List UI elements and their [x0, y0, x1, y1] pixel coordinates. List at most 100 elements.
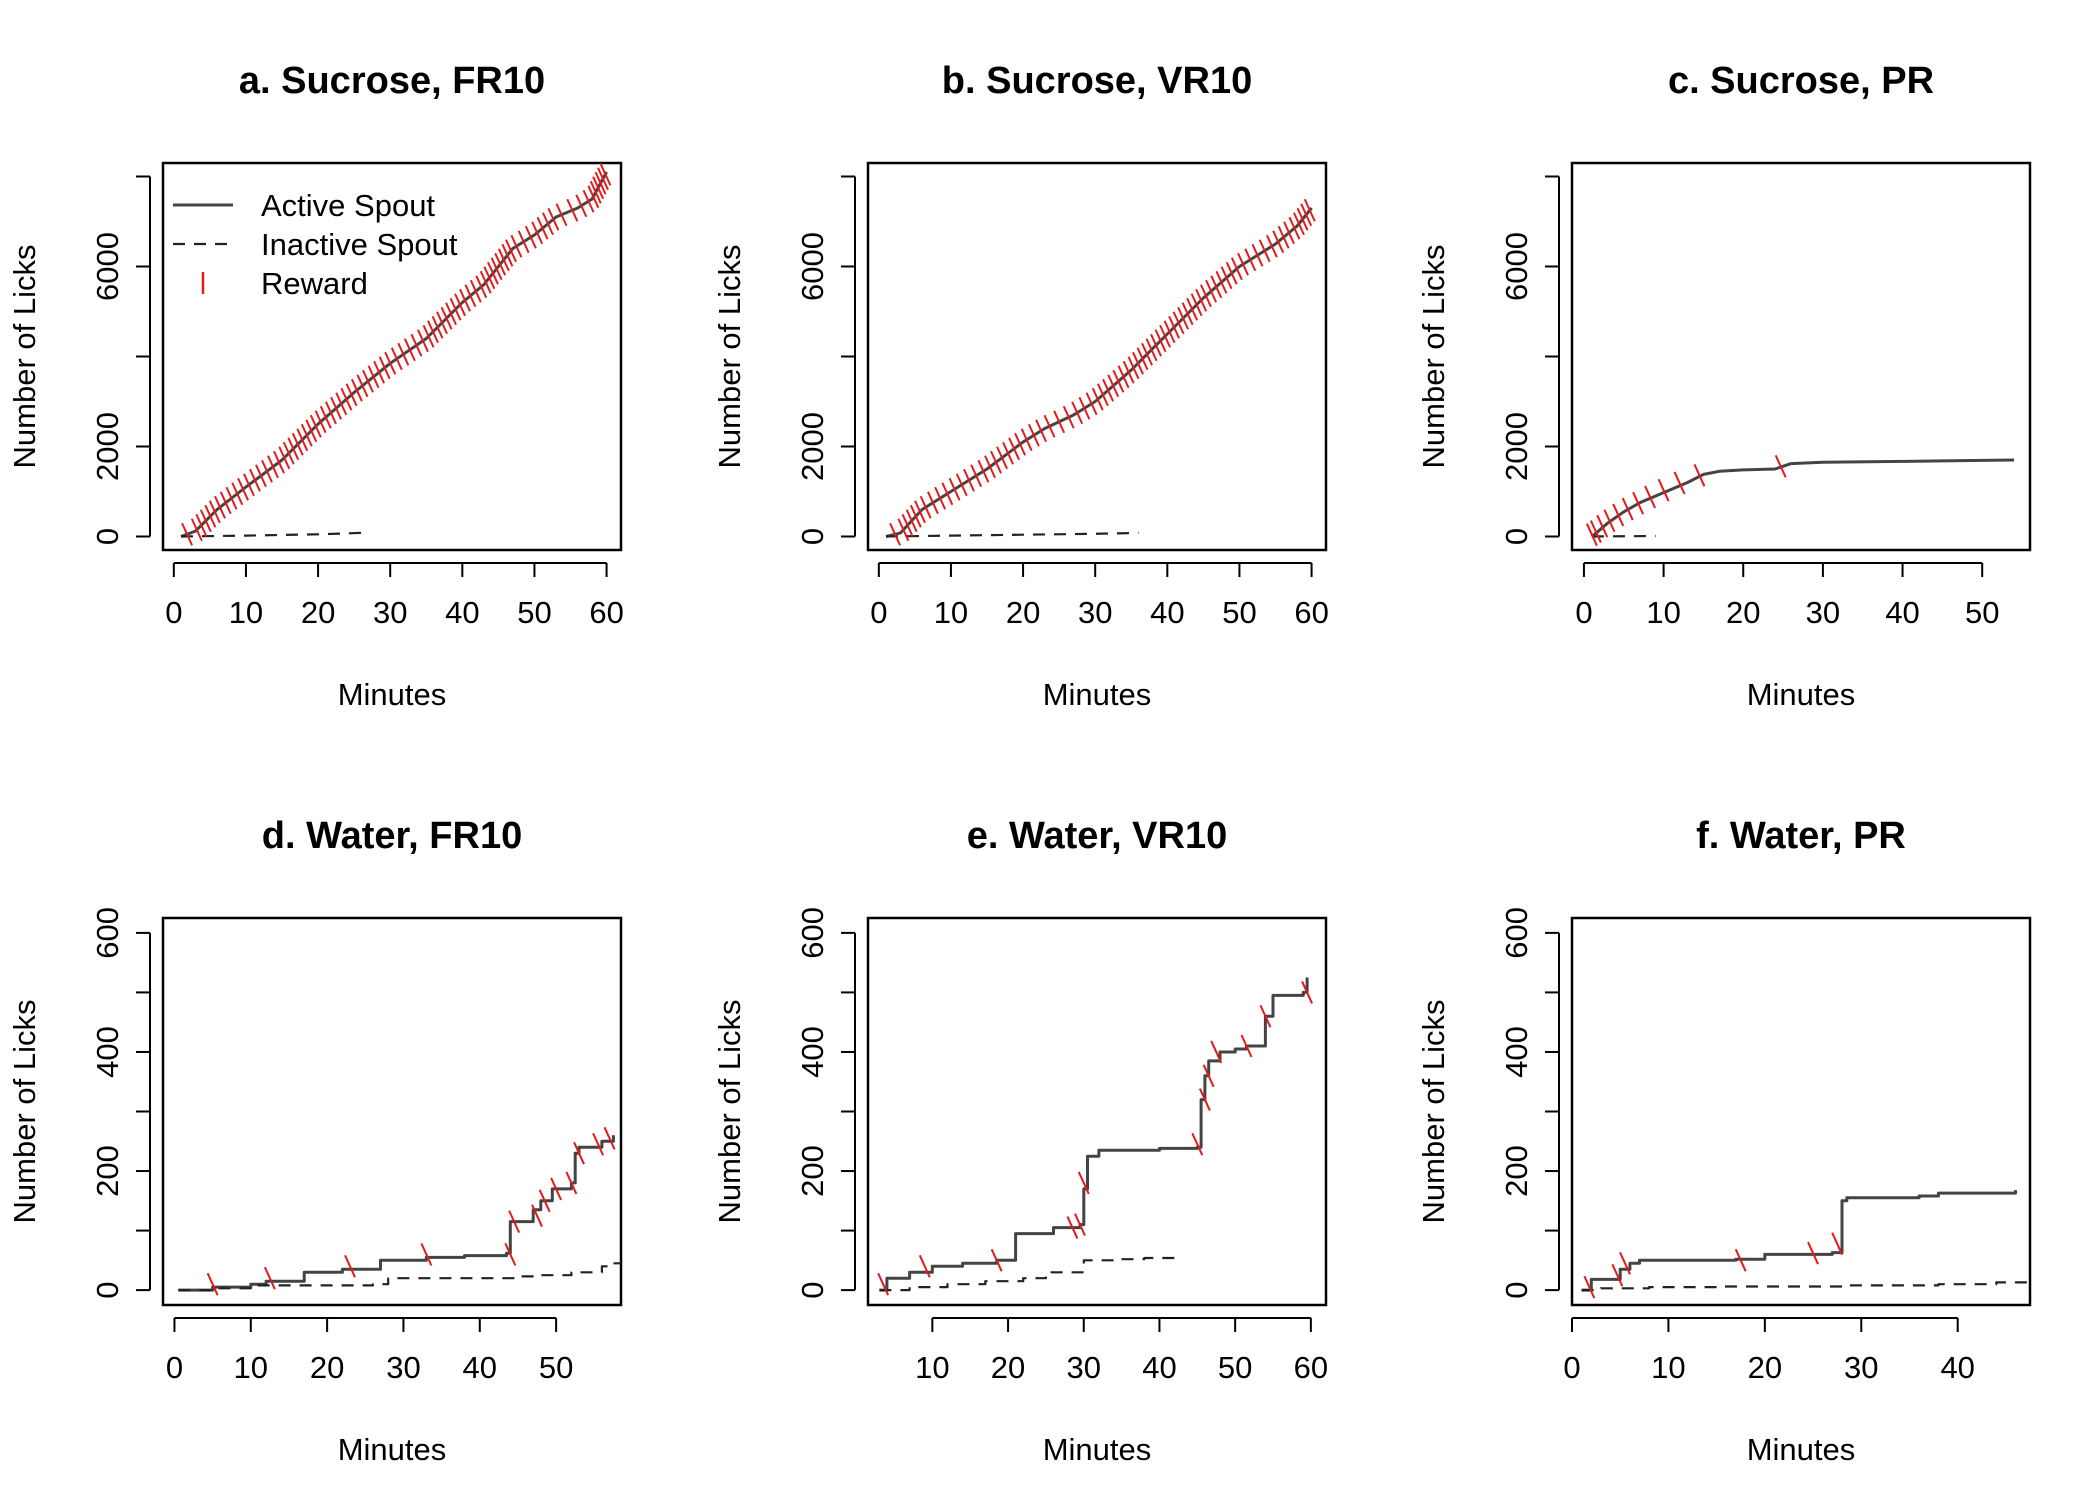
- reward-marker: [1117, 365, 1130, 389]
- x-axis: 10 20 30 40 50 60: [915, 1317, 1328, 1385]
- inactive-spout-line: [1581, 1280, 2030, 1292]
- reward-marker: [1296, 207, 1309, 231]
- reward-marker: [1191, 1132, 1204, 1156]
- reward-marker: [1300, 203, 1313, 227]
- reward-marker: [1177, 306, 1190, 330]
- active-spout-line: [879, 977, 1309, 1292]
- reward-marker: [941, 482, 954, 506]
- reward-marker: [330, 396, 343, 420]
- reward-marker: [314, 410, 327, 434]
- reward-marker: [440, 306, 453, 330]
- reward-marker: [219, 491, 232, 515]
- reward-marker: [255, 464, 267, 488]
- x-tick-label: 0: [1563, 1350, 1580, 1385]
- reward-marker: [475, 275, 488, 299]
- reward-marker: [1596, 514, 1609, 538]
- reward-marker: [1186, 297, 1199, 321]
- reward-marker: [1301, 981, 1313, 1004]
- y-axis-label: Number of Licks: [712, 245, 747, 469]
- x-tick-label: 0: [870, 595, 887, 630]
- reward-marker: [524, 225, 537, 249]
- y-tick-label: 0: [795, 1281, 830, 1298]
- x-tick-label: 50: [1965, 595, 1999, 630]
- reward-marker: [237, 477, 249, 501]
- x-tick-label: 20: [301, 595, 335, 630]
- reward-marker: [984, 455, 996, 479]
- y-axis-label: Number of Licks: [7, 1000, 42, 1224]
- reward-marker: [204, 504, 217, 528]
- reward-marker: [469, 279, 482, 303]
- y-tick-label: 200: [795, 1145, 830, 1197]
- x-tick-label: 10: [229, 595, 263, 630]
- reward-marker: [599, 163, 612, 186]
- x-axis-label: Minutes: [1043, 1432, 1152, 1467]
- x-axis: 0 10 20 30 40 50 60: [165, 562, 624, 630]
- x-tick-label: 50: [517, 595, 551, 630]
- reward-marker: [538, 1189, 551, 1213]
- reward-marker: [1612, 503, 1625, 527]
- plot-frame: [1570, 161, 2032, 552]
- reward-marker: [422, 324, 435, 348]
- x-tick-label: 10: [1646, 595, 1680, 630]
- reward-marker: [345, 383, 358, 407]
- reward-marker: [436, 311, 448, 335]
- panel-title: c. Sucrose, PR: [1668, 60, 1934, 102]
- inactive-spout-line: [879, 1256, 1184, 1292]
- reward-marker: [1673, 471, 1686, 495]
- plot-frame: [866, 161, 1328, 552]
- panel-d: d. Water, FR10 0 10 20 30 40 50 Minutes 0 200 400 6…: [7, 815, 623, 1467]
- reward-marker: [517, 230, 530, 254]
- reward-marker: [1288, 216, 1301, 240]
- reward-marker: [597, 167, 609, 191]
- reward-marker: [1198, 1088, 1211, 1112]
- reward-marker: [350, 378, 363, 402]
- reward-marker: [555, 203, 568, 227]
- x-axis: 0 10 20 30 40: [1563, 1317, 1975, 1385]
- active-spout-line: [180, 171, 608, 538]
- reward-marker: [362, 369, 374, 393]
- reward-marker: [483, 266, 496, 290]
- plot-data: [885, 198, 1316, 546]
- reward-marker: [582, 189, 595, 213]
- reward-marker: [542, 212, 554, 236]
- plot-data: [180, 163, 612, 546]
- reward-marker: [378, 356, 391, 380]
- panel-a: a. Sucrose, FR10 0 10 20 30 40 50 60 Minutes 0 200…: [7, 60, 624, 712]
- reward-marker: [445, 302, 457, 326]
- y-axis-label: Number of Licks: [712, 1000, 747, 1224]
- x-tick-label: 30: [1844, 1350, 1878, 1385]
- reward-marker: [494, 252, 507, 276]
- y-axis-label: Number of Licks: [1416, 1000, 1451, 1224]
- reward-marker: [249, 468, 261, 492]
- y-axis: 0 2000 6000: [795, 175, 856, 545]
- reward-marker: [1014, 432, 1026, 456]
- x-tick-label: 0: [1575, 595, 1592, 630]
- reward-marker: [243, 473, 255, 497]
- reward-marker: [296, 428, 309, 452]
- reward-marker: [531, 1204, 543, 1228]
- reward-marker: [1097, 383, 1109, 407]
- reward-marker: [1027, 423, 1040, 447]
- x-tick-label: 10: [934, 595, 968, 630]
- reward-marker: [1066, 1216, 1079, 1240]
- reward-marker: [340, 387, 353, 411]
- x-tick-label: 40: [445, 595, 479, 630]
- reward-marker: [1237, 252, 1249, 276]
- reward-marker: [1603, 509, 1616, 533]
- reward-marker: [214, 495, 226, 519]
- y-tick-label: 2000: [90, 412, 125, 481]
- x-tick-label: 20: [310, 1350, 344, 1385]
- reward-marker: [417, 329, 429, 353]
- y-tick-label: 0: [1499, 1281, 1534, 1298]
- reward-marker: [1163, 320, 1176, 344]
- reward-marker: [1200, 284, 1212, 308]
- reward-marker: [1657, 478, 1670, 502]
- reward-marker: [905, 509, 918, 533]
- reward-marker: [449, 297, 462, 321]
- reward-marker: [1181, 302, 1194, 326]
- reward-marker: [1078, 396, 1091, 420]
- reward-marker: [384, 351, 397, 375]
- reward-marker: [977, 459, 990, 483]
- x-axis-label: Minutes: [1043, 677, 1152, 712]
- reward-marker: [589, 180, 602, 204]
